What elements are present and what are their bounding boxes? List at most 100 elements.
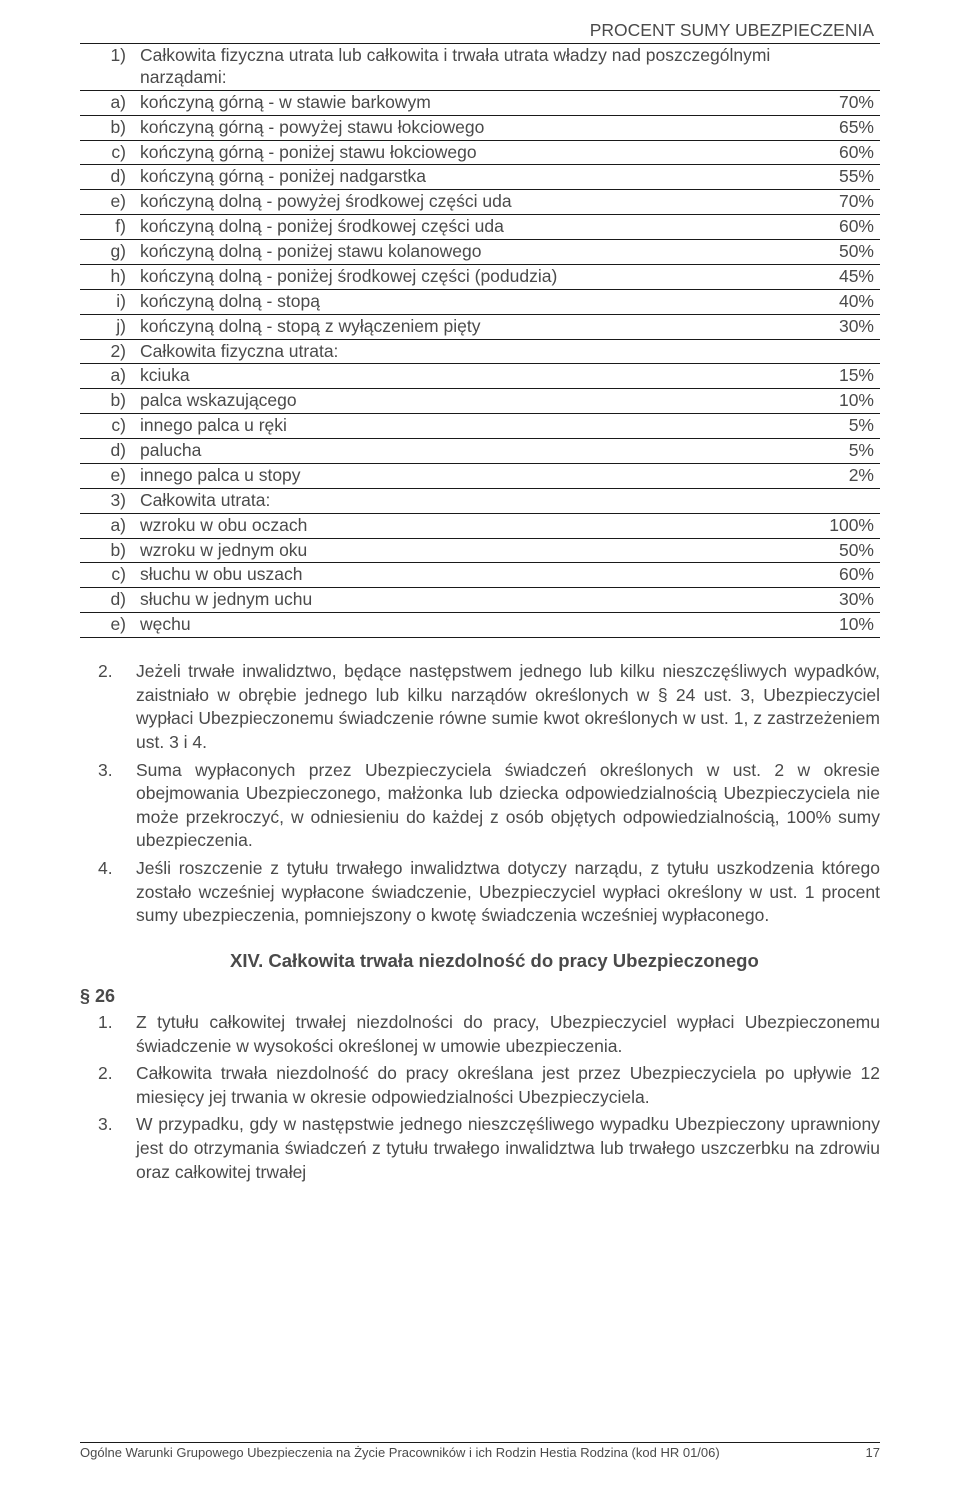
row-id: g) — [80, 240, 136, 265]
table-row: b)wzroku w jednym oku50% — [80, 538, 880, 563]
section-xiv-title: XIV. Całkowita trwała niezdolność do pra… — [80, 950, 880, 972]
row-value: 60% — [810, 140, 880, 165]
paragraph-number: 2. — [80, 1062, 136, 1109]
table-row: d)palucha5% — [80, 439, 880, 464]
row-value: 10% — [810, 613, 880, 638]
row-id: e) — [80, 190, 136, 215]
row-value — [810, 44, 880, 91]
table-row: e)innego palca u stopy2% — [80, 463, 880, 488]
paragraphs-block-1: 2.Jeżeli trwałe inwalidztwo, będące nast… — [80, 660, 880, 928]
paragraph: 1.Z tytułu całkowitej trwałej niezdolnoś… — [80, 1011, 880, 1058]
paragraph: 3.W przypadku, gdy w następstwie jednego… — [80, 1113, 880, 1184]
row-text: kończyną dolną - powyżej środkowej częśc… — [136, 190, 810, 215]
paragraph-text: Z tytułu całkowitej trwałej niezdolności… — [136, 1011, 880, 1058]
paragraph: 4.Jeśli roszczenie z tytułu trwałego inw… — [80, 857, 880, 928]
row-text: kończyną dolną - poniżej środkowej częśc… — [136, 215, 810, 240]
row-id: f) — [80, 215, 136, 240]
paragraph-number: 4. — [80, 857, 136, 928]
row-value: 70% — [810, 90, 880, 115]
row-text: kciuka — [136, 364, 810, 389]
row-text: palucha — [136, 439, 810, 464]
paragraph-text: Jeżeli trwałe inwalidztwo, będące następ… — [136, 660, 880, 755]
row-id: 2) — [80, 339, 136, 364]
row-value: 10% — [810, 389, 880, 414]
row-value: 50% — [810, 240, 880, 265]
row-value: 60% — [810, 563, 880, 588]
row-id: b) — [80, 538, 136, 563]
table-row: e)kończyną dolną - powyżej środkowej czę… — [80, 190, 880, 215]
table-row: b)palca wskazującego10% — [80, 389, 880, 414]
table-row: c)słuchu w obu uszach60% — [80, 563, 880, 588]
table-row: a)wzroku w obu oczach100% — [80, 513, 880, 538]
row-id: e) — [80, 613, 136, 638]
row-value: 30% — [810, 588, 880, 613]
row-id: h) — [80, 264, 136, 289]
row-id: c) — [80, 140, 136, 165]
table-row: c)innego palca u ręki5% — [80, 414, 880, 439]
page-footer: Ogólne Warunki Grupowego Ubezpieczenia n… — [80, 1442, 880, 1460]
paragraph-text: Całkowita trwała niezdolność do pracy ok… — [136, 1062, 880, 1109]
row-text: kończyną dolną - poniżej stawu kolanoweg… — [136, 240, 810, 265]
row-value: 30% — [810, 314, 880, 339]
page-number: 17 — [866, 1445, 880, 1460]
row-value — [810, 488, 880, 513]
footer-text: Ogólne Warunki Grupowego Ubezpieczenia n… — [80, 1445, 720, 1460]
table-row: c)kończyną górną - poniżej stawu łokciow… — [80, 140, 880, 165]
row-text: węchu — [136, 613, 810, 638]
row-text: wzroku w jednym oku — [136, 538, 810, 563]
row-text: Całkowita utrata: — [136, 488, 810, 513]
table-row: 3)Całkowita utrata: — [80, 488, 880, 513]
row-text: kończyną dolną - poniżej środkowej częśc… — [136, 264, 810, 289]
row-id: a) — [80, 513, 136, 538]
row-text: kończyną górną - poniżej nadgarstka — [136, 165, 810, 190]
paragraph-number: 1. — [80, 1011, 136, 1058]
row-id: d) — [80, 439, 136, 464]
row-text: słuchu w obu uszach — [136, 563, 810, 588]
row-id: a) — [80, 90, 136, 115]
row-text: innego palca u ręki — [136, 414, 810, 439]
row-id: j) — [80, 314, 136, 339]
paragraph-number: 2. — [80, 660, 136, 755]
row-value: 100% — [810, 513, 880, 538]
paragraph-text: Jeśli roszczenie z tytułu trwałego inwal… — [136, 857, 880, 928]
paragraph-text: W przypadku, gdy w następstwie jednego n… — [136, 1113, 880, 1184]
paragraph-number: 3. — [80, 759, 136, 854]
row-value: 45% — [810, 264, 880, 289]
row-id: c) — [80, 563, 136, 588]
row-id: 1) — [80, 44, 136, 91]
row-id: e) — [80, 463, 136, 488]
row-value: 60% — [810, 215, 880, 240]
table-row: d)słuchu w jednym uchu30% — [80, 588, 880, 613]
row-id: d) — [80, 165, 136, 190]
row-text: kończyną dolną - stopą z wyłączeniem pię… — [136, 314, 810, 339]
table-row: f)kończyną dolną - poniżej środkowej czę… — [80, 215, 880, 240]
table-row: j)kończyną dolną - stopą z wyłączeniem p… — [80, 314, 880, 339]
table-row: b)kończyną górną - powyżej stawu łokciow… — [80, 115, 880, 140]
row-text: palca wskazującego — [136, 389, 810, 414]
row-value: 65% — [810, 115, 880, 140]
row-value: 40% — [810, 289, 880, 314]
row-value: 50% — [810, 538, 880, 563]
row-id: b) — [80, 389, 136, 414]
table-row: 2)Całkowita fizyczna utrata: — [80, 339, 880, 364]
row-text: kończyną górną - powyżej stawu łokcioweg… — [136, 115, 810, 140]
percent-table: 1)Całkowita fizyczna utrata lub całkowit… — [80, 43, 880, 638]
row-value: 55% — [810, 165, 880, 190]
row-value: 15% — [810, 364, 880, 389]
paragraph: 3.Suma wypłaconych przez Ubezpieczyciela… — [80, 759, 880, 854]
paragraph-number: 3. — [80, 1113, 136, 1184]
row-text: kończyną górną - poniżej stawu łokcioweg… — [136, 140, 810, 165]
table-row: h)kończyną dolną - poniżej środkowej czę… — [80, 264, 880, 289]
paragraph: 2.Całkowita trwała niezdolność do pracy … — [80, 1062, 880, 1109]
table-row: g)kończyną dolną - poniżej stawu kolanow… — [80, 240, 880, 265]
paragraph: 2.Jeżeli trwałe inwalidztwo, będące nast… — [80, 660, 880, 755]
table-row: a)kciuka15% — [80, 364, 880, 389]
row-value: 5% — [810, 414, 880, 439]
row-id: 3) — [80, 488, 136, 513]
row-text: kończyną dolną - stopą — [136, 289, 810, 314]
section-26-label: § 26 — [80, 986, 880, 1007]
document-page: PROCENT SUMY UBEZPIECZENIA 1)Całkowita f… — [0, 0, 960, 1488]
row-value: 5% — [810, 439, 880, 464]
row-text: wzroku w obu oczach — [136, 513, 810, 538]
row-id: a) — [80, 364, 136, 389]
